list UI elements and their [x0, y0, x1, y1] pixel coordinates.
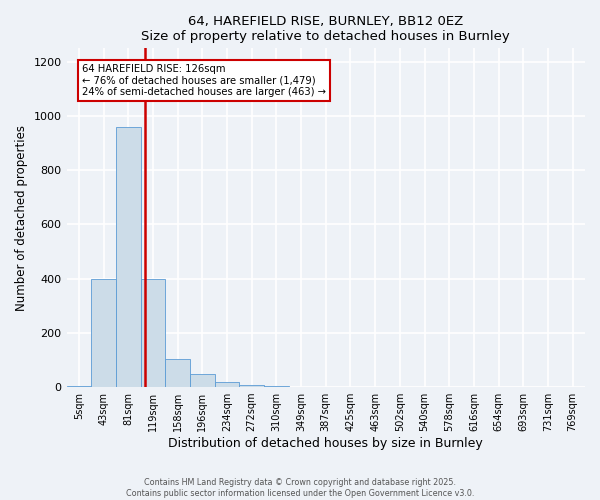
- Bar: [91, 278, 116, 387]
- Bar: [165, 358, 190, 387]
- Text: 64 HAREFIELD RISE: 126sqm
← 76% of detached houses are smaller (1,479)
24% of se: 64 HAREFIELD RISE: 126sqm ← 76% of detac…: [82, 64, 326, 97]
- Bar: [190, 374, 215, 387]
- Title: 64, HAREFIELD RISE, BURNLEY, BB12 0EZ
Size of property relative to detached hous: 64, HAREFIELD RISE, BURNLEY, BB12 0EZ Si…: [142, 15, 510, 43]
- Bar: [67, 386, 91, 387]
- Bar: [239, 385, 264, 387]
- Bar: [116, 127, 140, 387]
- Bar: [140, 278, 165, 387]
- X-axis label: Distribution of detached houses by size in Burnley: Distribution of detached houses by size …: [169, 437, 483, 450]
- Y-axis label: Number of detached properties: Number of detached properties: [15, 124, 28, 310]
- Bar: [264, 386, 289, 387]
- Text: Contains HM Land Registry data © Crown copyright and database right 2025.
Contai: Contains HM Land Registry data © Crown c…: [126, 478, 474, 498]
- Bar: [215, 382, 239, 387]
